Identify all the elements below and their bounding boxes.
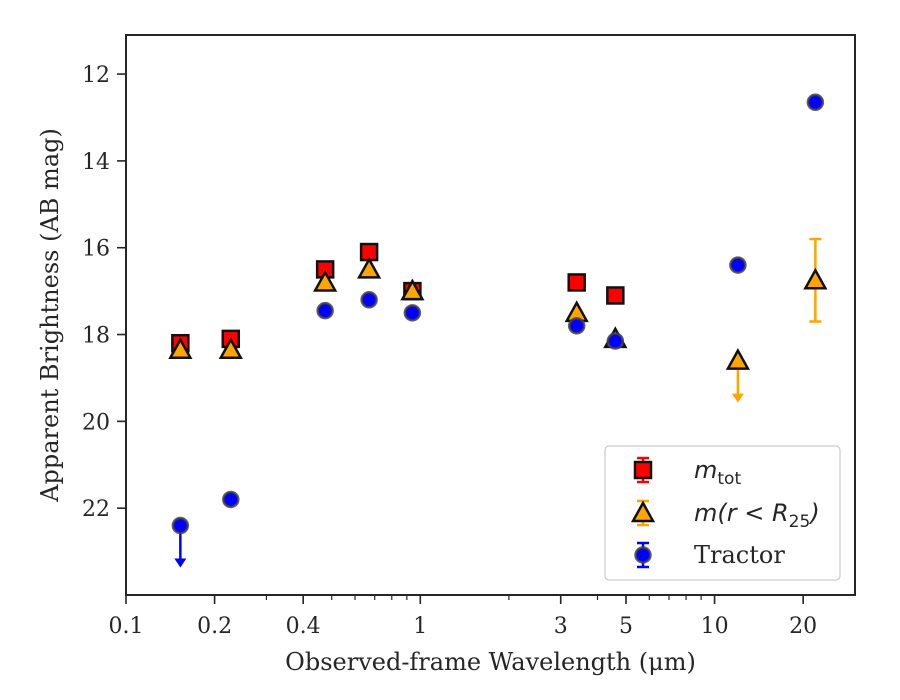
plot-frame: [125, 34, 856, 596]
legend-label-tail: ): [808, 499, 819, 527]
legend-label-base: m: [694, 456, 717, 484]
y-tick-label: 12: [82, 63, 110, 88]
legend-marker-m_r25: [630, 500, 656, 523]
x-tick-label: 0.1: [109, 614, 144, 639]
point-tractor: [360, 291, 378, 309]
legend-label-base: m: [694, 499, 717, 527]
y-tick-label: 14: [82, 150, 110, 175]
legend-label-sub: 25: [789, 512, 811, 532]
legend-label-m_r25: m(r < R25): [694, 499, 820, 532]
legend-marker-m_tot: [633, 460, 653, 480]
point-tractor: [403, 304, 422, 322]
data-marks: [168, 93, 828, 568]
point-tractor: [222, 490, 240, 509]
point-tractor: [567, 317, 586, 335]
x-tick-label: 0.2: [197, 614, 232, 639]
point-m_r25: [725, 348, 751, 370]
upper-limit-arrow: [174, 558, 187, 568]
point-m_r25: [803, 267, 828, 290]
point-tractor: [316, 301, 334, 320]
point-tractor: [806, 93, 825, 112]
x-tick-label: 1: [413, 614, 427, 639]
legend-label-tractor: Tractor: [694, 541, 785, 569]
point-tractor: [729, 256, 747, 274]
point-tractor: [606, 332, 625, 350]
legend-label-mid: (r < R: [717, 499, 788, 527]
x-axis-ticks: 0.1 0.2 0.4 1 3 5 10 20: [109, 595, 817, 639]
point-m_tot: [606, 286, 625, 305]
legend-label-sub: tot: [717, 469, 741, 489]
legend-item-tractor: Tractor: [634, 541, 785, 569]
point-m_r25: [218, 337, 243, 359]
y-tick-label: 22: [82, 497, 110, 522]
x-tick-label: 10: [701, 614, 729, 639]
upper-limit-arrow: [731, 393, 744, 403]
x-tick-label: 5: [619, 614, 633, 639]
legend-item-m_tot: mtot: [633, 456, 741, 489]
x-tick-label: 0.4: [286, 614, 321, 639]
point-m_r25: [356, 256, 382, 279]
series-m_tot: [171, 242, 625, 353]
legend-box: [604, 445, 841, 581]
x-axis-label: Observed-frame Wavelength (μm): [285, 648, 696, 676]
point-tractor: [171, 516, 190, 535]
y-axis-ticks: 12 14 16 18 20 22: [82, 63, 126, 522]
x-tick-label: 20: [789, 614, 817, 639]
y-tick-label: 20: [82, 410, 110, 435]
legend-marker-tractor: [634, 546, 652, 564]
point-m_r25: [313, 269, 338, 292]
point-m_r25: [168, 337, 193, 359]
y-tick-label: 18: [82, 324, 110, 349]
legend-item-m_r25: m(r < R25): [630, 499, 820, 532]
x-tick-label: 3: [554, 614, 568, 639]
y-tick-label: 16: [82, 237, 110, 262]
series-m_r25: [168, 237, 828, 403]
y-axis-label: Apparent Brightness (AB mag): [36, 128, 64, 503]
point-m_r25: [400, 278, 425, 301]
point-m_tot: [567, 273, 586, 292]
legend-label-m_tot: mtot: [694, 456, 741, 489]
series-tractor: [171, 93, 825, 568]
